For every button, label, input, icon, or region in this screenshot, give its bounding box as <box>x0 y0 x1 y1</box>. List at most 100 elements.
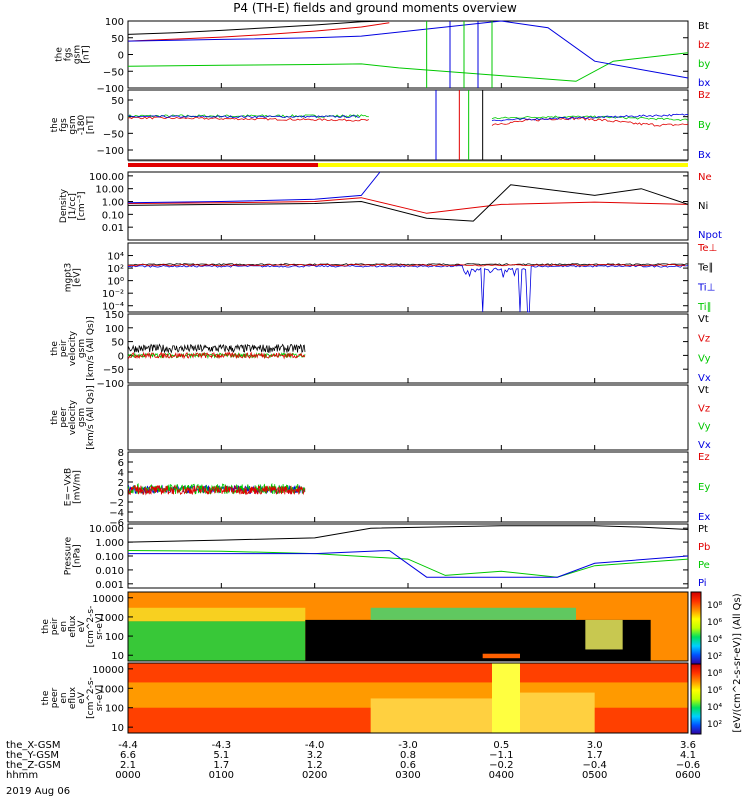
series-peir-Vz <box>127 351 306 360</box>
colorbar-tick-lower: 10⁴ <box>707 703 722 713</box>
x-tick-label: −0.6 <box>676 760 700 771</box>
y-tick-label: 100.00 <box>89 172 124 183</box>
x-tick-label: −0.2 <box>489 760 513 771</box>
y-tick-label: −100 <box>97 146 124 157</box>
y-axis-label-line: velocity <box>68 399 78 435</box>
y-tick-label: −6 <box>109 518 124 529</box>
y-axis-label-line: Density <box>59 188 69 223</box>
legend-temp-0: Te⊥ <box>697 243 717 254</box>
y-axis-label-line: gsm <box>73 45 83 64</box>
y-tick-label: 10000 <box>92 594 124 605</box>
legend-fgs2-0: Bz <box>698 90 710 101</box>
x-tick-label: -4.0 <box>305 740 325 751</box>
y-tick-label: 10⁰ <box>107 277 124 288</box>
colorbar-label-text: [eV/(cm^2-s-sr-eV)] (All Qs) <box>732 593 743 732</box>
legend-fgs-1: bz <box>698 40 710 51</box>
legend-density-0: Ne <box>698 172 712 183</box>
series-fgs-bz <box>127 22 390 42</box>
y-axis-label-line: gsm <box>77 408 87 427</box>
y-axis-label-line: E=−VxB <box>64 468 74 506</box>
y-tick-label: 50 <box>111 96 124 107</box>
y-axis-label-line: mgpt3 <box>64 263 74 292</box>
colorbar-tick-upper: 10⁴ <box>707 635 722 645</box>
y-axis-label-line: sr-eV] <box>95 613 105 639</box>
x-row-label: hhmm <box>6 770 38 781</box>
y-axis-label: the fgs gsm -180 [nT] <box>50 115 96 136</box>
y-axis-label-line: [cm^2-s- <box>86 606 96 648</box>
spec-peer-low <box>370 698 492 733</box>
spec-peir-green <box>370 607 576 620</box>
legend-density-1: Ni <box>698 201 708 212</box>
colorbar-lower <box>690 663 702 735</box>
y-tick-label: 0 <box>118 51 124 62</box>
y-axis-label-line: [eV] <box>73 268 83 287</box>
colorbar-tick-upper: 10² <box>707 652 722 662</box>
panel-frame <box>127 171 689 241</box>
y-axis-label-line: the <box>55 47 65 62</box>
panel-peer_vel: the peer velocity gsm [km/s (All Qs)] Vt Vz Vy V… <box>50 384 711 451</box>
y-tick-label: 1000 <box>99 613 124 624</box>
series-temp-Tiperp <box>127 264 689 313</box>
colorbar-tick-upper: 10⁸ <box>707 601 722 611</box>
spec-peir-tail <box>585 619 623 650</box>
y-tick-label: −50 <box>103 67 124 78</box>
series-peir-Vt <box>127 343 306 354</box>
x-row-label: the_Z-GSM <box>6 760 61 771</box>
series-temp-Tepar <box>127 263 689 266</box>
x-tick-label: 4.1 <box>680 750 696 761</box>
x-tick-label: 3.6 <box>680 740 696 751</box>
spec-frame <box>127 662 689 734</box>
colorbar-tick-lower: 10⁶ <box>707 686 722 696</box>
x-tick-label: 0.5 <box>493 740 509 751</box>
y-tick-label: −100 <box>97 379 124 390</box>
series-temp-Teperp <box>127 264 686 267</box>
y-axis-label-line: eflux <box>68 686 78 709</box>
y-tick-label: 6 <box>118 458 124 469</box>
y-tick-label: 50 <box>111 338 124 349</box>
legend-fgs-0: Bt <box>698 21 709 32</box>
y-tick-label: −4 <box>109 508 124 519</box>
y-tick-label: 0.010 <box>95 566 124 577</box>
legend-peir_vel-0: Vt <box>698 314 709 325</box>
y-tick-label: 10000 <box>92 665 124 676</box>
legend-peer_vel-1: Vz <box>698 403 710 414</box>
series-fgs2-Bx <box>127 115 360 119</box>
y-axis-label-line: the <box>41 690 51 705</box>
spec-peir-mid <box>128 607 306 622</box>
series-fgs-bx <box>127 20 689 79</box>
y-axis-label: E=−VxB [mV/m] <box>64 468 83 506</box>
y-tick-label: 10.00 <box>95 185 124 196</box>
y-axis-label: mgpt3 [eV] <box>64 263 83 292</box>
y-tick-label: 100 <box>105 704 124 715</box>
y-axis-label-line: -180 <box>77 115 87 136</box>
colorbar-label: [eV/(cm^2-s-sr-eV)] (All Qs) <box>732 593 743 732</box>
y-axis-label-line: [nT] <box>82 45 92 63</box>
y-axis-label-line: the <box>50 117 60 132</box>
panel-frame <box>127 523 689 589</box>
y-tick-label: 150 <box>105 310 124 321</box>
legend-fgs-2: by <box>698 59 710 70</box>
y-axis-label-line: fgs <box>59 118 69 132</box>
y-axis-label: the peer en eflux eV [cm^2-s-sr-eV] <box>41 677 105 719</box>
legend-exb-1: Ey <box>698 482 710 493</box>
panel-density: 100.00 10.00 1.000.10 0.01 Density [1/cc] [cm⁻… <box>59 171 722 241</box>
y-tick-label: −2 <box>109 498 124 509</box>
y-tick-label: 100 <box>105 17 124 28</box>
y-axis-label-line: [km/s (All Qs)] <box>86 316 96 380</box>
y-axis-label-line: [nPa] <box>73 544 83 567</box>
y-tick-label: 8 <box>118 448 124 459</box>
series-density-Npot <box>127 171 381 204</box>
x-tick-label: -4.3 <box>212 740 232 751</box>
colorbar: 10⁸ 10⁶ 10⁴ 10² 10⁸ 10⁶ 10⁴ 10² [eV/(cm^2-s-sr-e… <box>690 591 743 735</box>
series-density-Ne <box>127 197 689 214</box>
status-bar-yellow <box>318 163 688 167</box>
y-axis-label-line: peer <box>59 407 69 428</box>
y-tick-label: −100 <box>97 84 124 95</box>
y-tick-label: −50 <box>103 129 124 140</box>
date-label: 2019 Aug 06 <box>6 786 71 797</box>
series-fgs-Bt <box>127 20 390 35</box>
y-axis-label: the peer velocity gsm [km/s (All Qs)] <box>50 385 96 449</box>
y-axis-label-line: the <box>50 341 60 356</box>
